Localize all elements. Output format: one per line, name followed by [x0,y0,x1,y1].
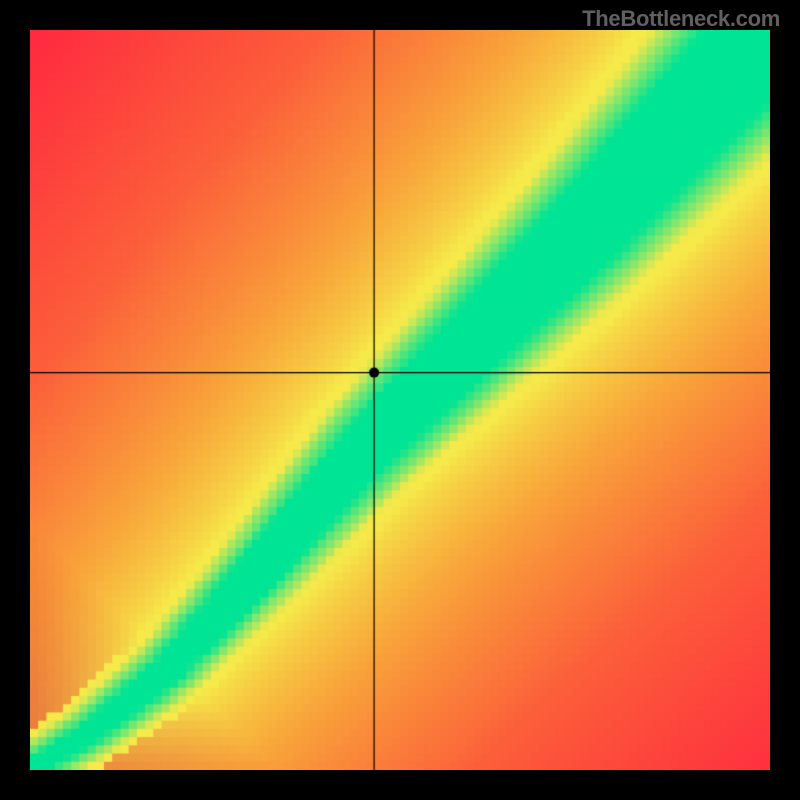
watermark-text: TheBottleneck.com [582,6,780,32]
chart-container: TheBottleneck.com [0,0,800,800]
heatmap-canvas [30,30,770,770]
heatmap-plot [30,30,770,770]
